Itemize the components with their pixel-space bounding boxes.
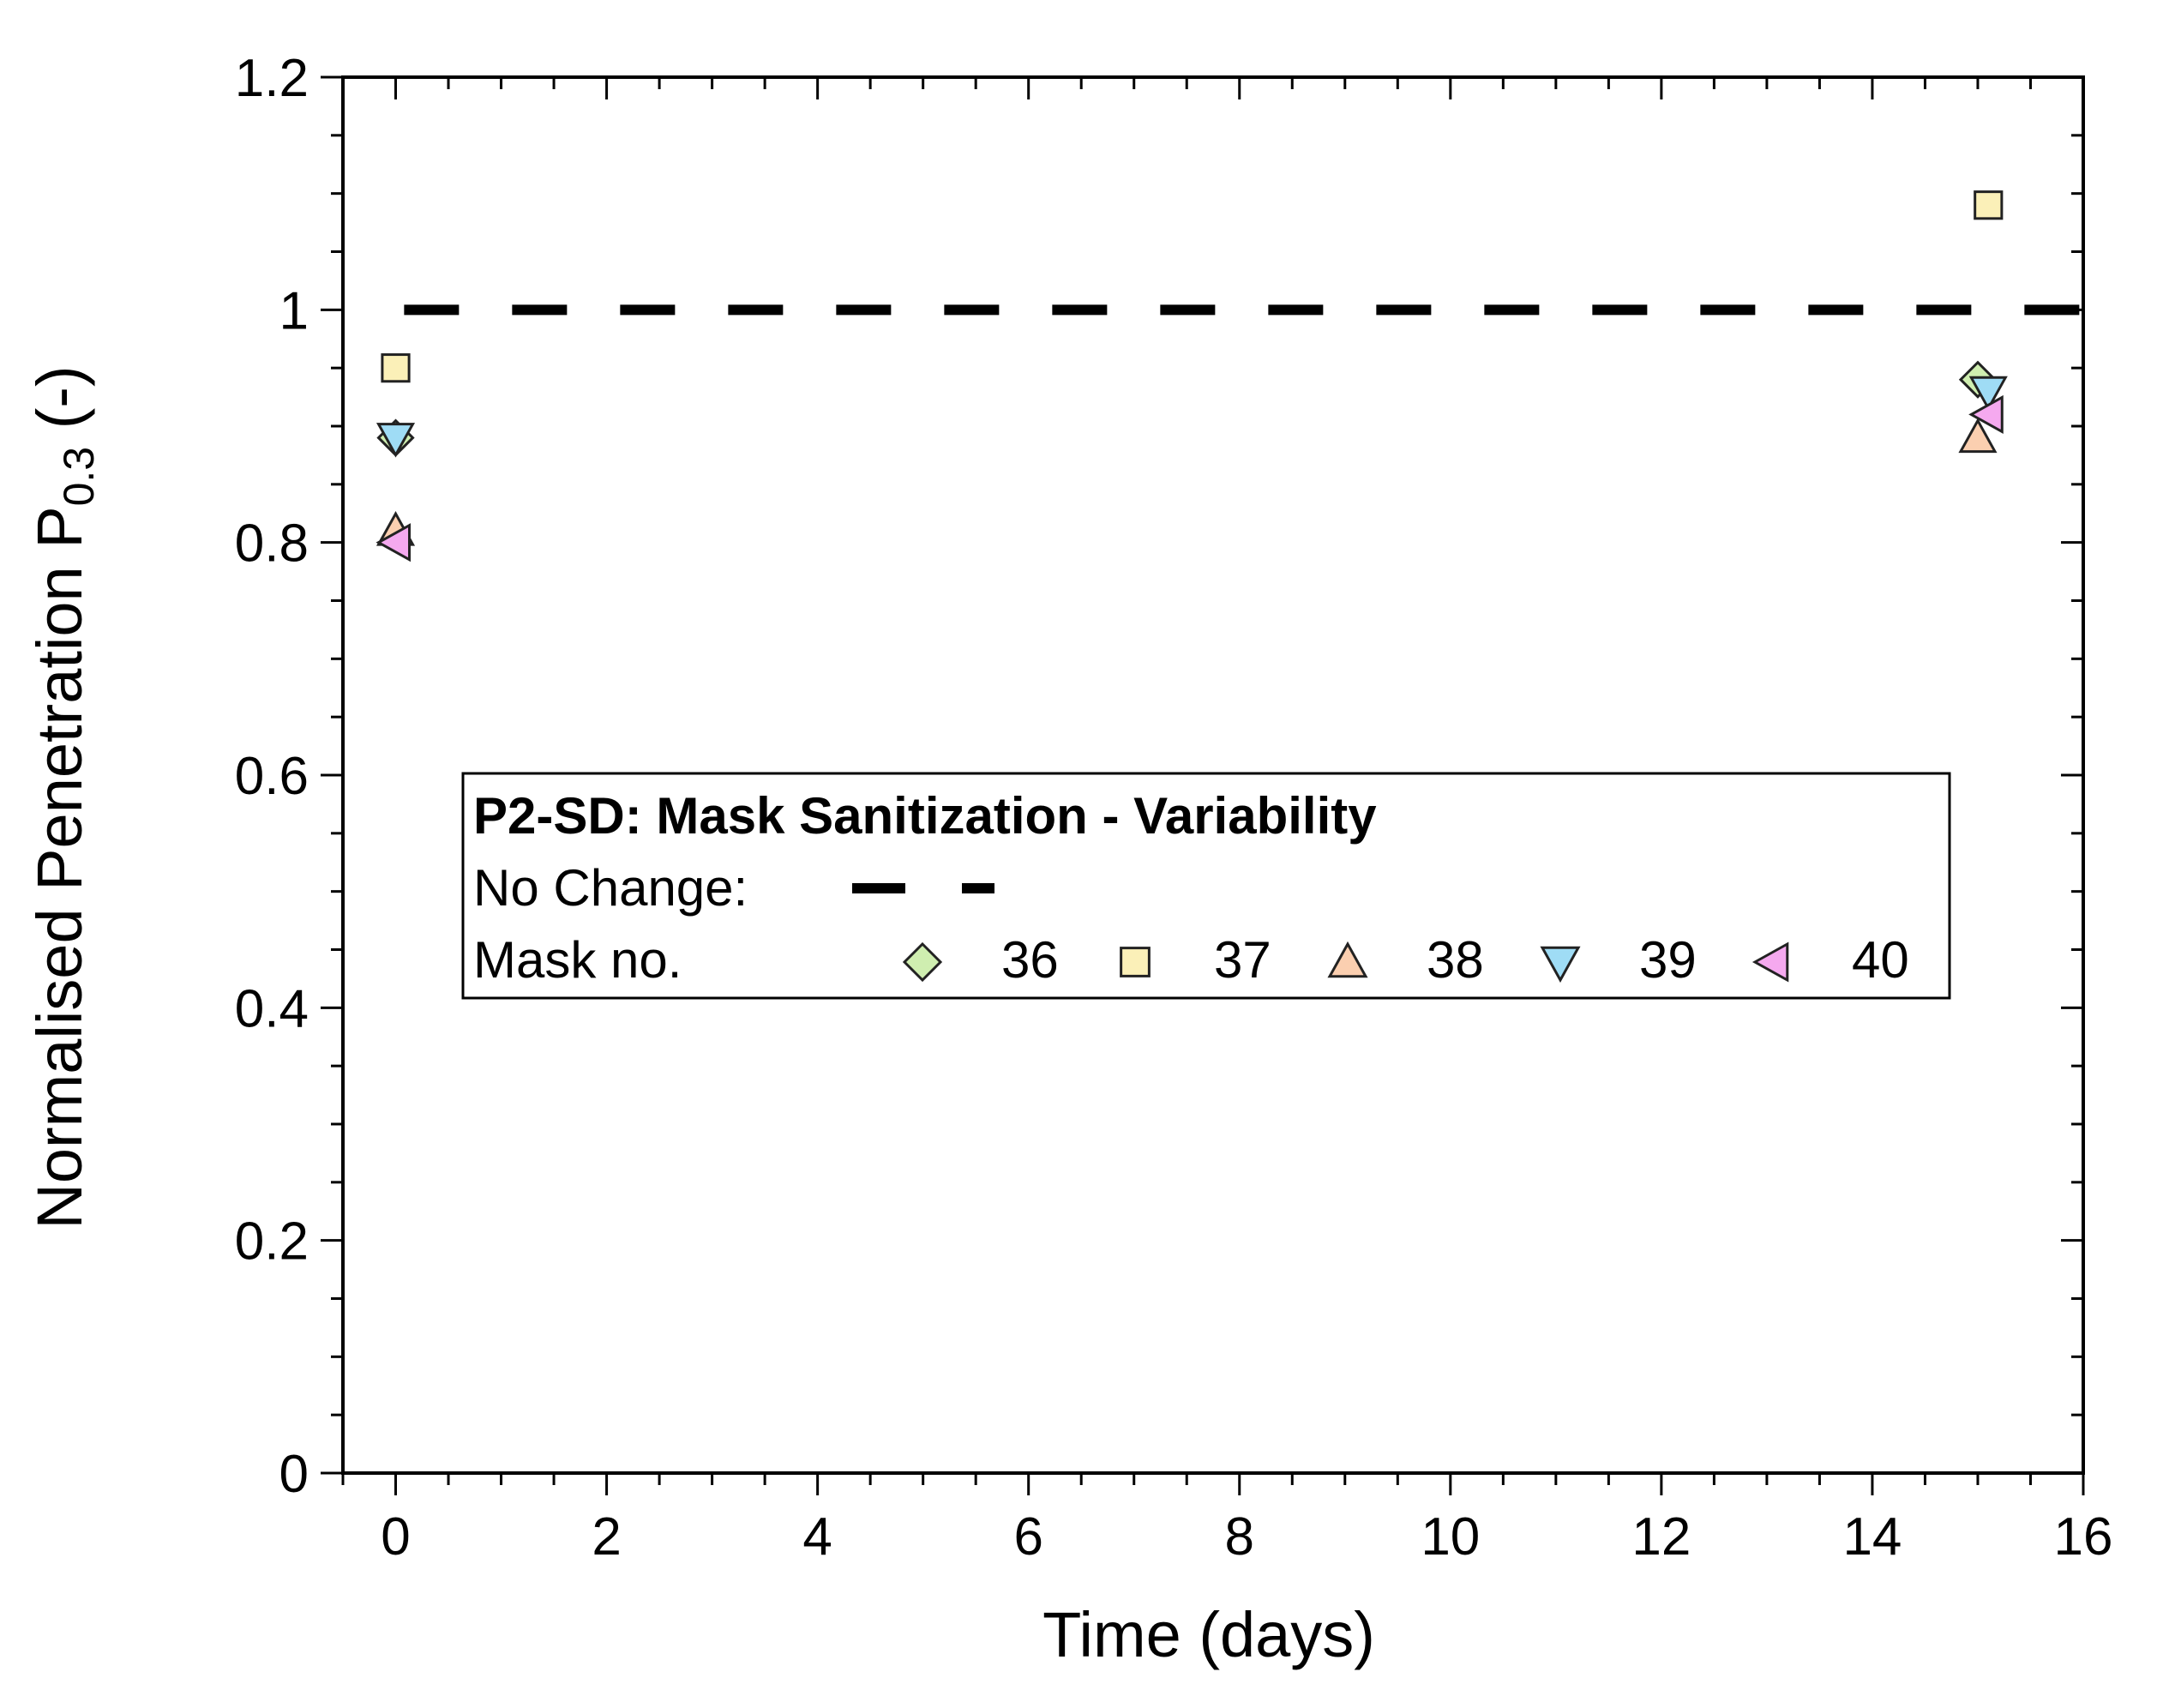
y-tick-label: 1.2	[235, 49, 309, 108]
data-point-mask-38	[1958, 418, 1998, 454]
x-tick-label: 12	[1631, 1507, 1691, 1567]
y-tick-label: 0.4	[235, 979, 309, 1038]
legend-entry-label-36: 36	[1001, 931, 1059, 989]
data-point-mask-39	[1968, 376, 2008, 412]
legend-entry-label-40: 40	[1852, 931, 1909, 989]
legend-marker-mask-37	[1120, 947, 1151, 977]
legend-marker-mask-40	[1751, 941, 1789, 983]
legend-entry-label-37: 37	[1214, 931, 1271, 989]
x-tick-label: 16	[2054, 1507, 2113, 1567]
data-point-mask-37	[1974, 190, 2004, 220]
data-point-mask-40	[1968, 394, 2004, 434]
x-tick-label: 8	[1225, 1507, 1254, 1567]
y-tick-label: 0	[279, 1445, 309, 1504]
legend: P2-SD: Mask Sanitization - Variability N…	[461, 772, 1951, 1000]
legend-marker-mask-39	[1540, 946, 1581, 983]
legend-marker-mask-38	[1327, 941, 1368, 978]
y-tick-label: 1	[279, 281, 309, 340]
legend-title: P2-SD: Mask Sanitization - Variability	[473, 787, 1377, 845]
legend-no-change-label: No Change:	[473, 859, 748, 917]
axis-ticks	[321, 75, 2085, 1495]
legend-entry-label-38: 38	[1427, 931, 1484, 989]
y-tick-label: 0.2	[235, 1212, 309, 1272]
legend-entries: 36 37 38 39 40	[902, 931, 1909, 989]
tick-labels: 0 2 4 6 8 10 12 14 16 0 0.2 0.4 0.6 0.8 1 1.2	[235, 49, 2113, 1567]
y-axis-label-main: Normalised Penetration P	[24, 506, 95, 1229]
x-axis-label: Time (days)	[1042, 1599, 1375, 1670]
data-points	[376, 190, 2008, 562]
x-tick-label: 0	[381, 1507, 410, 1567]
x-tick-label: 2	[592, 1507, 621, 1567]
legend-mask-label: Mask no.	[473, 931, 682, 989]
y-axis-label: Normalised Penetration P0.3 (-)	[24, 365, 103, 1229]
legend-marker-mask-36	[902, 941, 943, 983]
x-tick-label: 6	[1013, 1507, 1042, 1567]
legend-box	[461, 772, 1951, 1000]
data-point-mask-39	[376, 423, 416, 458]
x-tick-label: 10	[1421, 1507, 1480, 1567]
y-tick-label: 0.8	[235, 514, 309, 574]
y-axis-label-subscript: 0.3	[55, 447, 103, 507]
data-point-mask-40	[376, 523, 412, 562]
legend-entry-label-39: 39	[1639, 931, 1697, 989]
x-tick-label: 4	[802, 1507, 832, 1567]
data-point-mask-37	[381, 353, 411, 383]
x-tick-label: 14	[1842, 1507, 1902, 1567]
y-axis-label-suffix: (-)	[24, 365, 95, 447]
y-tick-label: 0.6	[235, 747, 309, 806]
